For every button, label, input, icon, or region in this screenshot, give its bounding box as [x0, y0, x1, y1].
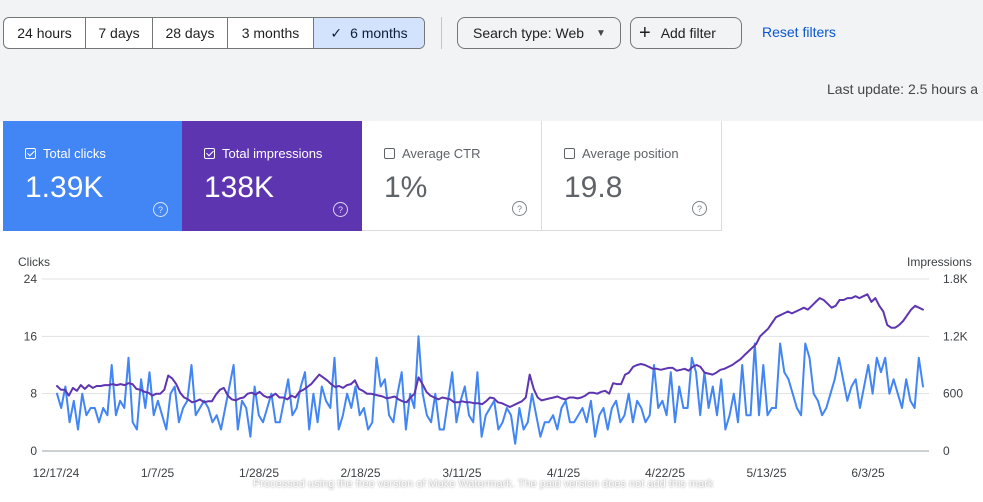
checkbox-icon[interactable] [564, 148, 575, 159]
help-icon[interactable]: ? [692, 201, 707, 216]
date-range-option-7-days[interactable]: 7 days [86, 18, 153, 48]
metric-label: Average position [582, 146, 679, 161]
x-axis-tick-label: 6/3/25 [851, 466, 885, 480]
metric-label: Average CTR [402, 146, 481, 161]
date-range-option-label: 3 months [241, 25, 300, 41]
right-axis-tick-label: 1.2K [943, 329, 968, 343]
metric-card-total-impressions[interactable]: Total impressions 138K ? [182, 121, 362, 231]
watermark-notice: Processed using the free version of Make… [253, 478, 714, 490]
left-axis-tick-label: 0 [30, 444, 37, 458]
left-axis-tick-label: 8 [30, 387, 37, 401]
right-axis-title: Impressions [907, 255, 972, 269]
date-range-option-28-days[interactable]: 28 days [153, 18, 228, 48]
metric-value: 1% [384, 171, 428, 204]
help-icon[interactable]: ? [153, 202, 168, 217]
caret-down-icon: ▼ [596, 27, 606, 39]
date-range-option-3-months[interactable]: 3 months [228, 18, 314, 48]
last-update-text: Last update: 2.5 hours a [827, 81, 978, 97]
checkbox-icon[interactable] [25, 148, 36, 159]
help-icon[interactable]: ? [512, 201, 527, 216]
date-range-option-label: 7 days [98, 25, 140, 41]
checkbox-icon[interactable] [384, 148, 395, 159]
right-axis-tick-label: 600 [943, 387, 963, 401]
left-axis-tick-label: 16 [24, 329, 38, 343]
metric-label: Total clicks [43, 146, 106, 161]
x-axis-tick-label: 5/13/25 [746, 466, 786, 480]
x-axis-tick-label: 12/17/24 [33, 466, 80, 480]
metric-card-average-ctr[interactable]: Average CTR 1% ? [362, 121, 542, 231]
add-filter-label: Add filter [660, 25, 716, 41]
x-axis-tick-label: 1/7/25 [141, 466, 175, 480]
help-icon[interactable]: ? [333, 202, 348, 217]
metric-value: 19.8 [564, 171, 623, 204]
search-type-dropdown[interactable]: Search type: Web ▼ [457, 17, 621, 49]
check-icon: ✓ [330, 24, 343, 41]
toolbar-divider [441, 17, 442, 49]
impressions-series-line [56, 293, 924, 408]
clicks-series-line [56, 335, 924, 445]
metric-card-total-clicks[interactable]: Total clicks 1.39K ? [3, 121, 182, 231]
date-range-option-6-months[interactable]: ✓ 6 months [314, 18, 424, 48]
search-type-label: Search type: Web [473, 25, 585, 41]
metric-label: Total impressions [222, 146, 323, 161]
checkbox-icon[interactable] [204, 148, 215, 159]
right-axis-tick-label: 0 [943, 444, 950, 458]
left-axis-title: Clicks [18, 255, 50, 269]
date-range-selector: 24 hours 7 days 28 days 3 months ✓ 6 months [3, 17, 425, 49]
metric-card-average-position[interactable]: Average position 19.8 ? [542, 121, 722, 231]
add-filter-button[interactable]: + Add filter [630, 17, 742, 49]
plus-icon: + [639, 22, 651, 44]
right-axis-tick-label: 1.8K [943, 272, 968, 286]
date-range-option-24-hours[interactable]: 24 hours [4, 18, 86, 48]
metric-value: 1.39K [25, 171, 104, 204]
metric-value: 138K [204, 171, 275, 204]
left-axis-tick-label: 24 [24, 272, 38, 286]
date-range-option-label: 28 days [165, 25, 215, 41]
date-range-option-label: 6 months [350, 25, 408, 41]
date-range-option-label: 24 hours [17, 25, 72, 41]
reset-filters-link[interactable]: Reset filters [762, 24, 836, 40]
